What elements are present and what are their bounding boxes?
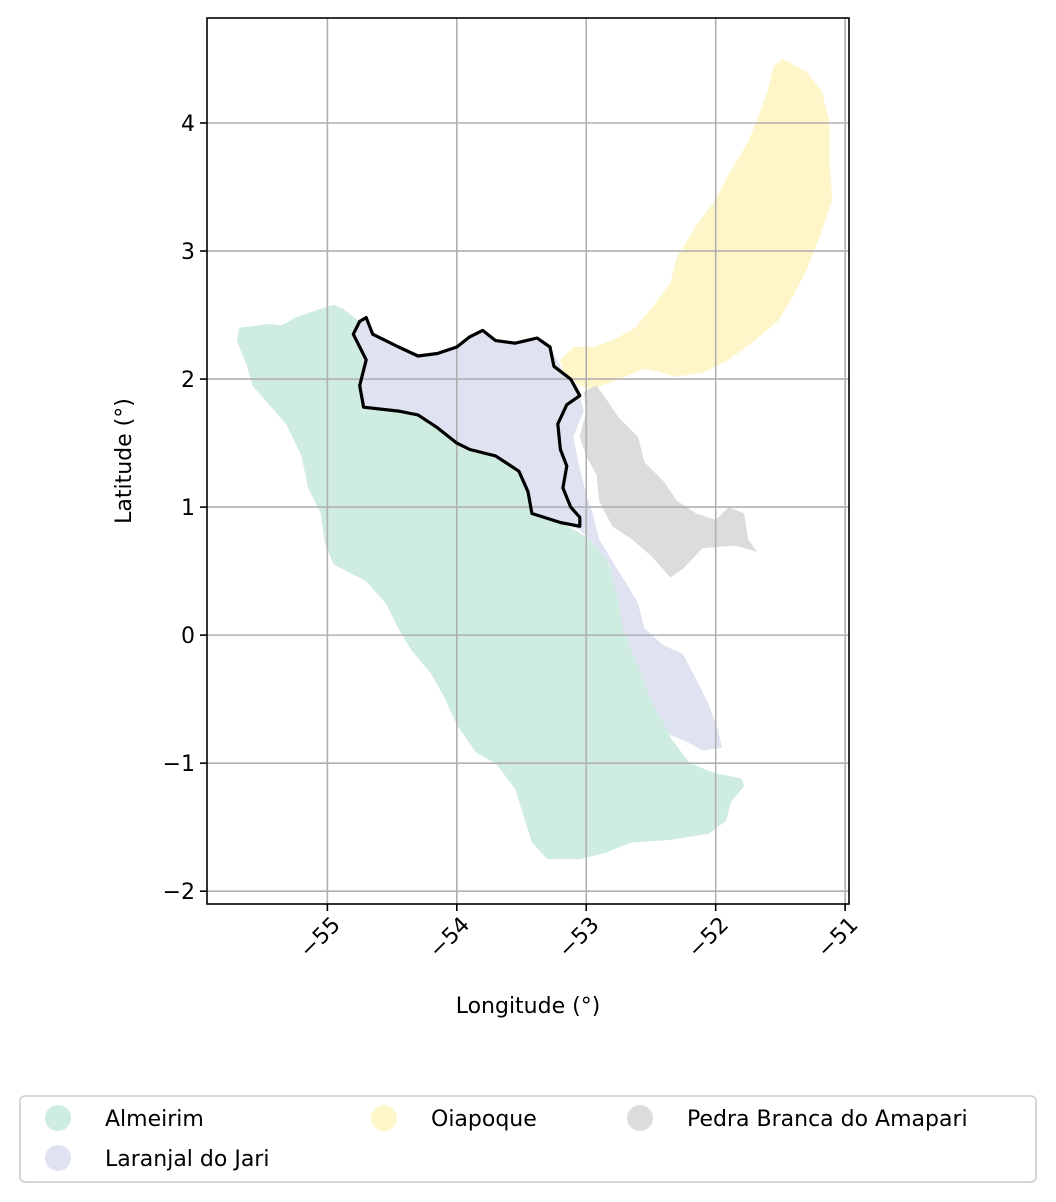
y-tick-label: −2 (163, 880, 195, 905)
y-tick-label: 3 (181, 240, 195, 265)
y-tick-label: 4 (181, 112, 195, 137)
plot-area (206, 17, 850, 905)
region-almeirim (236, 304, 745, 860)
region-laranjal-do-jari (353, 318, 723, 751)
y-axis-ticks: −2 −1 0 1 2 3 4 (163, 112, 207, 905)
legend-label: Oiapoque (431, 1107, 537, 1132)
y-tick-label: −1 (163, 752, 195, 777)
region-pedra-branca-do-amapari (579, 385, 758, 578)
legend-box (19, 1095, 1037, 1183)
legend-label: Laranjal do Jari (105, 1147, 269, 1172)
legend-label: Almeirim (105, 1107, 204, 1132)
grid-layer (207, 18, 849, 904)
y-tick-label: 0 (181, 624, 195, 649)
highlight-layer (351, 316, 582, 528)
legend: Almeirim Laranjal do Jari Oiapoque Pedra Br… (19, 1095, 1037, 1183)
axes-frame (206, 17, 850, 905)
legend-marker (45, 1145, 71, 1171)
regions-layer (236, 59, 833, 860)
y-tick-label: 1 (181, 496, 195, 521)
legend-label: Pedra Branca do Amapari (687, 1107, 968, 1132)
region-oiapoque (560, 59, 833, 390)
legend-marker (45, 1105, 71, 1131)
legend-marker (627, 1105, 653, 1131)
highlighted-boundary (351, 316, 582, 528)
y-tick-label: 2 (181, 368, 195, 393)
legend-marker (371, 1105, 397, 1131)
y-axis-label: Latitude (°) (112, 398, 137, 524)
x-axis-label: Longitude (°) (456, 994, 601, 1019)
